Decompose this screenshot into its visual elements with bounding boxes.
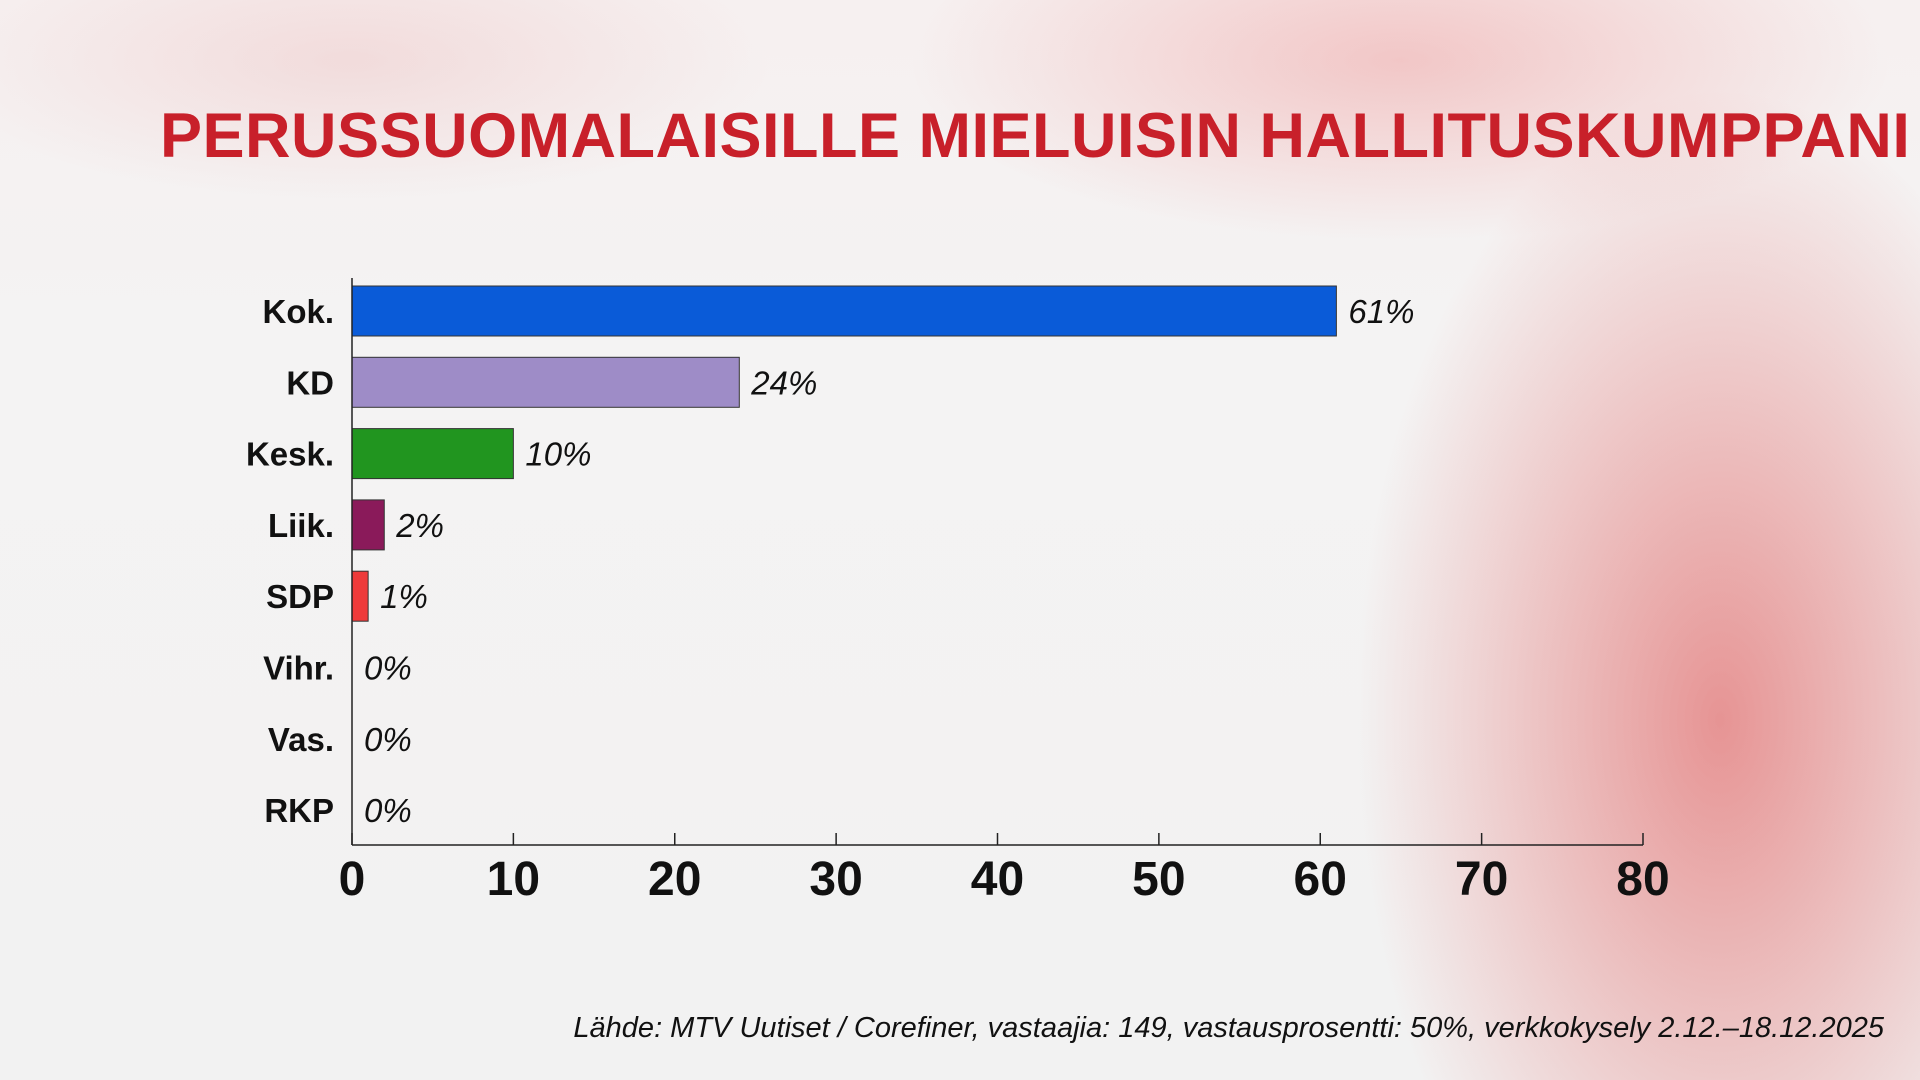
source-note: Lähde: MTV Uutiset / Corefiner, vastaaji… [573, 1012, 1884, 1044]
value-label: 2% [395, 507, 444, 544]
category-label: SDP [266, 578, 334, 615]
x-tick-label: 10 [487, 853, 540, 906]
x-tick-label: 40 [971, 853, 1024, 906]
bar-kd [351, 356, 740, 408]
category-label: Vihr. [263, 650, 334, 687]
x-tick-label: 60 [1294, 853, 1347, 906]
x-tick-label: 30 [809, 853, 862, 906]
chart-title: PERUSSUOMALAISILLE MIELUISIN HALLITUSKUM… [160, 101, 1911, 171]
value-label: 10% [525, 436, 591, 473]
value-label: 0% [364, 650, 412, 687]
category-label: Kesk. [246, 436, 334, 473]
category-label: RKP [264, 792, 334, 829]
value-label: 61% [1348, 293, 1414, 330]
value-label: 24% [750, 364, 817, 401]
bar-liik [351, 499, 385, 551]
category-label: KD [286, 364, 334, 401]
bar-sdp [351, 570, 369, 622]
category-label: Vas. [268, 721, 334, 758]
value-label: 0% [364, 792, 412, 829]
category-label: Kok. [262, 293, 334, 330]
category-label: Liik. [268, 507, 334, 544]
x-tick-label: 20 [648, 853, 701, 906]
x-tick-label: 80 [1616, 853, 1669, 906]
value-label: 1% [380, 578, 428, 615]
bar-chart: 0 10 20 30 40 50 60 70 80 Kok. 61% KD 24% Kesk. 10% Li… [246, 278, 1670, 906]
value-label: 0% [364, 721, 412, 758]
bar-kok [351, 285, 1337, 337]
x-tick-label: 70 [1455, 853, 1508, 906]
bar-kesk [351, 428, 514, 480]
x-tick-label: 50 [1132, 853, 1185, 906]
x-tick-label: 0 [339, 853, 366, 906]
